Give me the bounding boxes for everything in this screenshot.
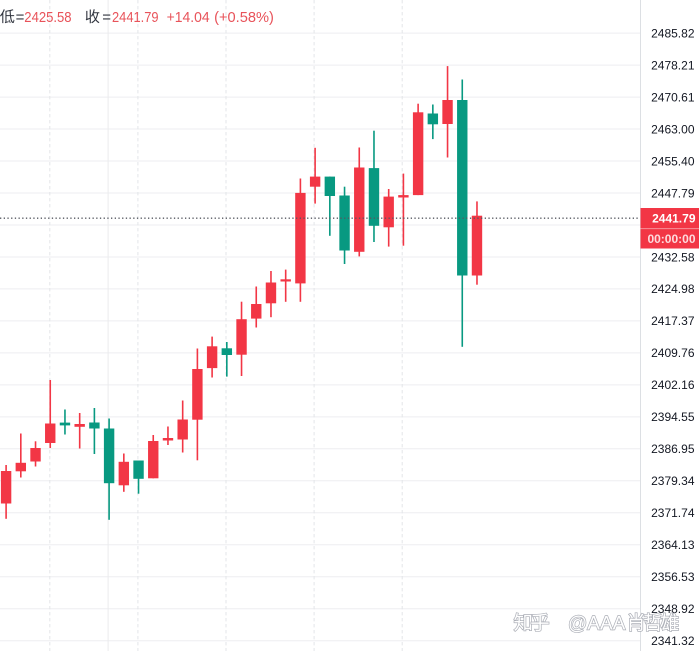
svg-text:2409.76: 2409.76 [651,346,695,360]
svg-text:2447.79: 2447.79 [651,186,695,200]
svg-text:2371.74: 2371.74 [651,506,695,520]
svg-text:2441.79: 2441.79 [652,212,696,226]
svg-text:2386.95: 2386.95 [651,442,695,456]
svg-text:2470.61: 2470.61 [651,90,695,104]
svg-text:2432.58: 2432.58 [651,250,695,264]
svg-text:2485.82: 2485.82 [651,26,695,40]
svg-text:2424.98: 2424.98 [651,282,695,296]
svg-text:@AAA: @AAA [568,614,626,635]
svg-text:00:00:00: 00:00:00 [647,232,695,246]
svg-text:2379.34: 2379.34 [651,474,695,488]
svg-text:2364.13: 2364.13 [651,538,695,552]
svg-text:2463.00: 2463.00 [651,122,695,136]
svg-text:2356.53: 2356.53 [651,570,695,584]
svg-text:2394.55: 2394.55 [651,410,695,424]
svg-text:2341.32: 2341.32 [651,634,695,648]
svg-text:2455.40: 2455.40 [651,154,695,168]
svg-text:2478.21: 2478.21 [651,58,695,72]
svg-text:2417.37: 2417.37 [651,314,695,328]
svg-text:2402.16: 2402.16 [651,378,695,392]
